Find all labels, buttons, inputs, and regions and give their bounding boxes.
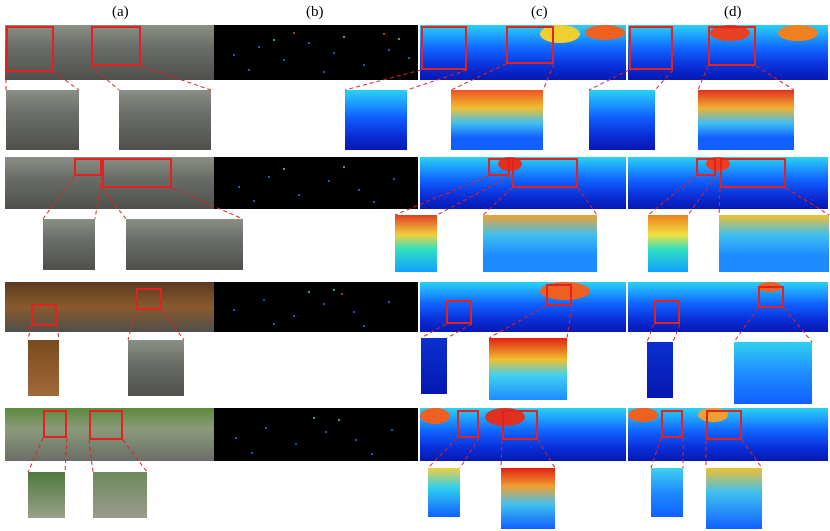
sparse-depth-row2 bbox=[214, 157, 418, 209]
sparse-depth-row1 bbox=[214, 25, 418, 80]
depth-prediction-d-row2 bbox=[628, 157, 828, 209]
zoom-crop-rgb bbox=[93, 472, 147, 518]
rgb-image-row2 bbox=[5, 157, 214, 209]
depth-prediction-c-row1 bbox=[420, 25, 626, 80]
zoom-crop-depth bbox=[421, 338, 447, 394]
zoom-crop-depth bbox=[483, 215, 597, 272]
highlight-box bbox=[696, 158, 716, 176]
zoom-crop-rgb bbox=[43, 219, 95, 270]
zoom-crop-depth bbox=[651, 468, 683, 517]
highlight-box bbox=[102, 158, 172, 188]
zoom-crop-depth bbox=[589, 90, 655, 150]
zoom-crop-depth bbox=[706, 468, 762, 529]
zoom-crop-rgb bbox=[126, 219, 243, 270]
zoom-crop-depth bbox=[395, 215, 437, 272]
highlight-box bbox=[758, 286, 784, 308]
highlight-box bbox=[502, 410, 538, 440]
highlight-box bbox=[488, 158, 510, 176]
zoom-crop-rgb bbox=[6, 90, 79, 150]
column-label-b: (b) bbox=[306, 4, 324, 20]
highlight-box bbox=[720, 158, 786, 188]
zoom-crop-depth bbox=[648, 215, 688, 272]
zoom-crop-depth bbox=[734, 342, 812, 404]
highlight-box bbox=[661, 410, 683, 438]
zoom-crop-depth bbox=[719, 215, 829, 272]
depth-hotspot bbox=[706, 157, 730, 171]
depth-prediction-c-row2 bbox=[420, 157, 626, 209]
highlight-box bbox=[708, 26, 756, 66]
zoom-crop-depth bbox=[345, 90, 407, 150]
depth-prediction-d-row4 bbox=[628, 408, 828, 461]
zoom-crop-depth bbox=[451, 90, 543, 150]
sparse-depth-row3 bbox=[214, 282, 418, 332]
depth-hotspot bbox=[585, 25, 625, 40]
highlight-box bbox=[512, 158, 578, 188]
highlight-box bbox=[136, 288, 162, 310]
zoom-crop-depth bbox=[428, 468, 460, 517]
depth-hotspot bbox=[628, 408, 658, 422]
zoom-crop-depth bbox=[489, 338, 567, 400]
sparse-depth-row4 bbox=[214, 408, 418, 461]
highlight-box bbox=[706, 410, 742, 440]
highlight-box bbox=[654, 300, 680, 324]
rgb-image-row3 bbox=[5, 282, 214, 332]
depth-hotspot bbox=[498, 157, 522, 171]
column-label-c: (c) bbox=[531, 4, 548, 20]
zoom-crop-depth bbox=[501, 468, 555, 529]
highlight-box bbox=[6, 26, 54, 72]
depth-hotspot bbox=[710, 25, 750, 41]
zoom-crop-rgb bbox=[28, 472, 65, 518]
depth-hotspot bbox=[778, 25, 818, 41]
column-label-a: (a) bbox=[112, 4, 129, 20]
depth-hotspot bbox=[540, 25, 580, 43]
highlight-box bbox=[31, 304, 57, 326]
highlight-box bbox=[546, 284, 572, 306]
highlight-box bbox=[421, 26, 467, 70]
column-label-d: (d) bbox=[724, 4, 742, 20]
highlight-box bbox=[91, 26, 141, 66]
highlight-box bbox=[629, 26, 673, 70]
zoom-crop-rgb bbox=[128, 340, 184, 396]
depth-prediction-d-row1 bbox=[628, 25, 828, 80]
highlight-box bbox=[457, 410, 479, 438]
depth-prediction-c-row3 bbox=[420, 282, 626, 332]
highlight-box bbox=[506, 26, 554, 64]
highlight-box bbox=[446, 300, 472, 324]
zoom-crop-rgb bbox=[119, 90, 211, 150]
depth-hotspot bbox=[540, 282, 590, 300]
rgb-image-row1 bbox=[5, 25, 214, 80]
depth-hotspot bbox=[485, 408, 525, 426]
zoom-crop-depth bbox=[647, 342, 673, 398]
depth-prediction-d-row3 bbox=[628, 282, 828, 332]
rgb-image-row4 bbox=[5, 408, 214, 461]
highlight-box bbox=[74, 158, 102, 176]
depth-hotspot bbox=[420, 408, 450, 424]
zoom-crop-rgb bbox=[28, 340, 59, 396]
zoom-crop-depth bbox=[698, 90, 794, 150]
depth-prediction-c-row4 bbox=[420, 408, 626, 461]
highlight-box bbox=[89, 410, 123, 440]
highlight-box bbox=[43, 410, 67, 438]
